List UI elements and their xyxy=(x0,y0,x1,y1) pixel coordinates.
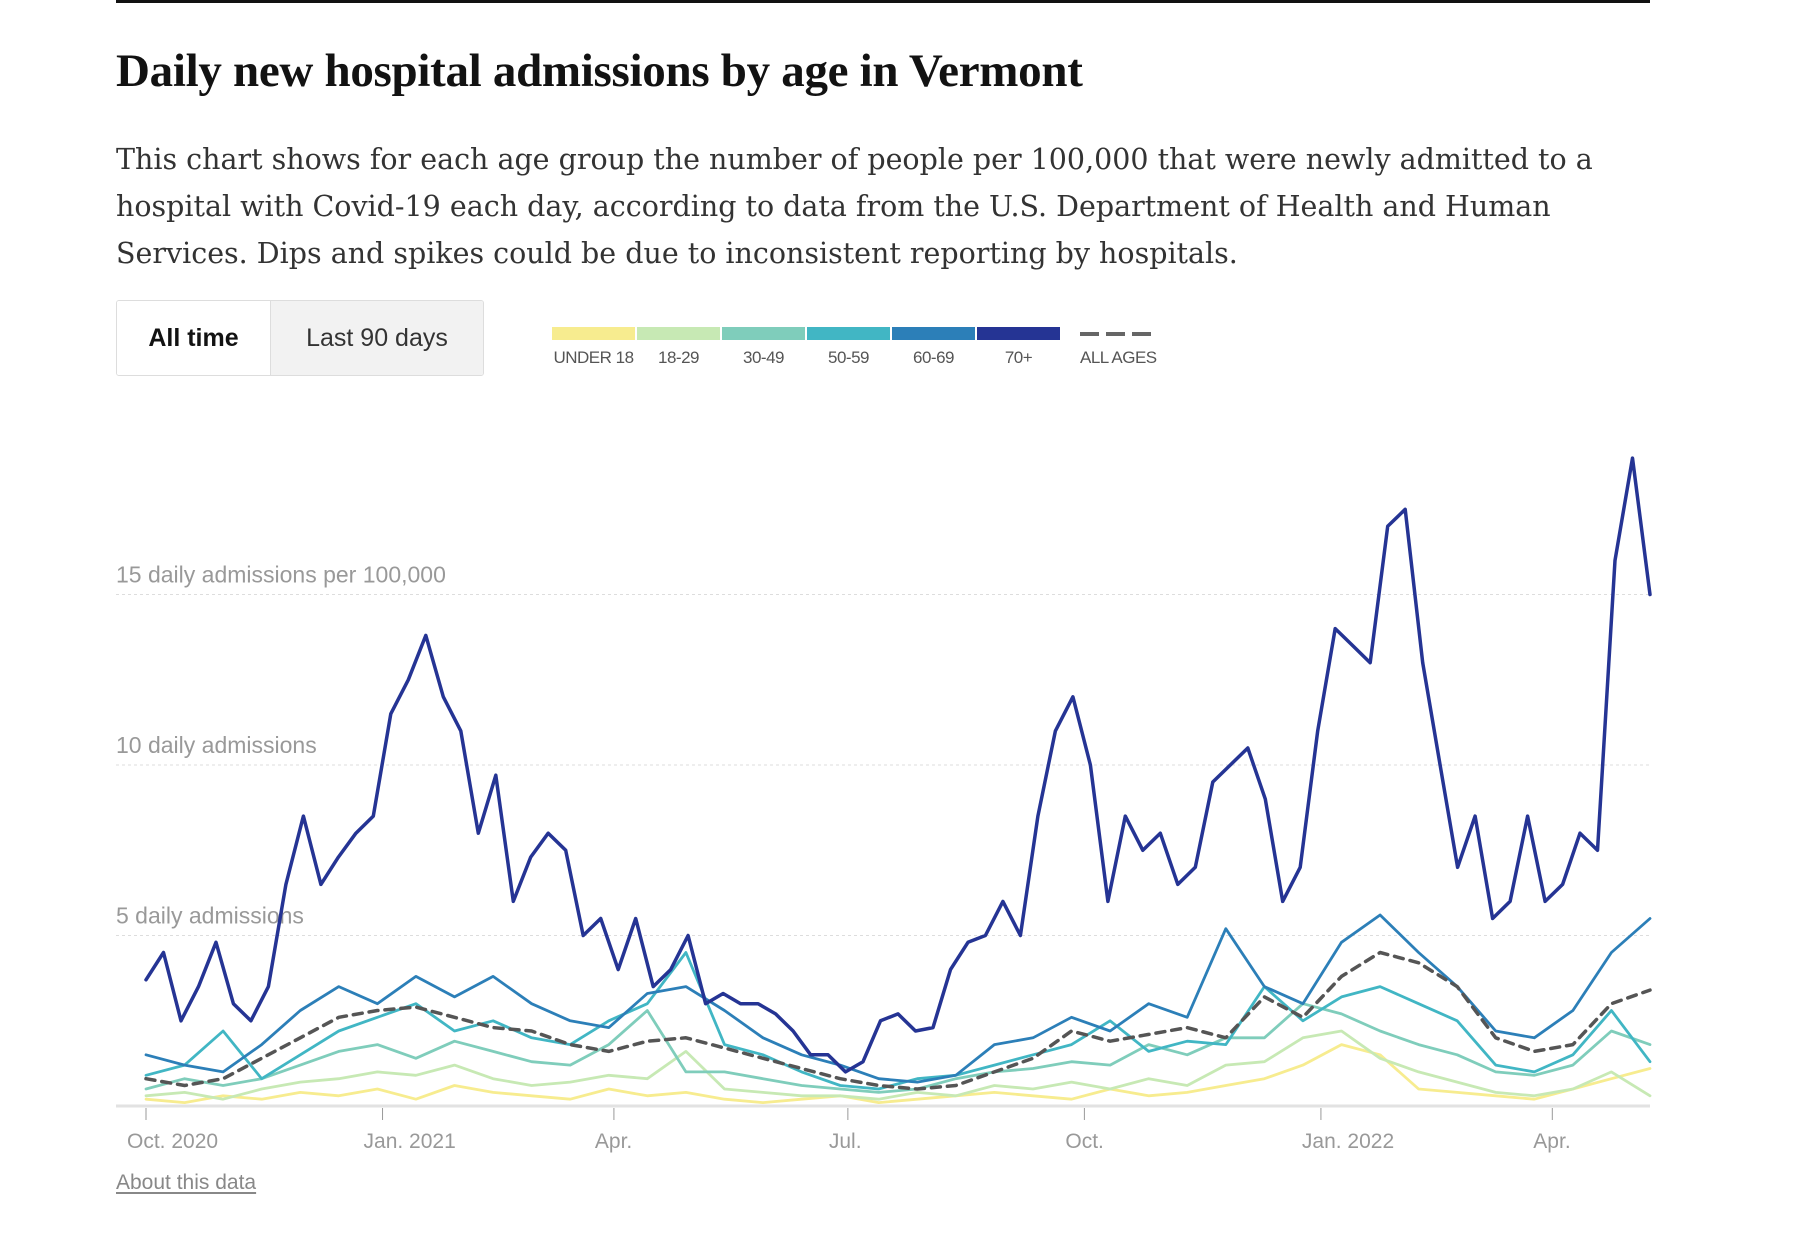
legend-color-swatch xyxy=(892,327,975,340)
x-tick-label: Oct. xyxy=(1065,1130,1104,1153)
x-tick-label: Apr. xyxy=(1533,1130,1570,1153)
time-range-toggle: All time Last 90 days xyxy=(116,300,484,376)
series-line-30-49 xyxy=(144,1002,1652,1094)
x-tick-label: Apr. xyxy=(595,1130,632,1153)
legend-item: UNDER 18 xyxy=(552,327,635,368)
legend-color-swatch xyxy=(977,327,1060,340)
legend-item: 30-49 xyxy=(722,327,805,368)
legend-color-swatch xyxy=(722,327,805,340)
description-line: Services. Dips and spikes could be due t… xyxy=(116,237,1238,270)
legend-label: 70+ xyxy=(1004,348,1033,367)
chart-title: Daily new hospital admissions by age in … xyxy=(116,45,1083,97)
legend-label: UNDER 18 xyxy=(553,348,634,367)
series-line-all-ages xyxy=(144,950,1652,1091)
legend-label: 18-29 xyxy=(658,348,699,367)
legend-item: 70+ xyxy=(977,327,1060,368)
legend-item: 18-29 xyxy=(637,327,720,368)
description-line: hospital with Covid-19 each day, accordi… xyxy=(116,190,1551,223)
legend-item: ALL AGES xyxy=(1062,327,1157,368)
chart-legend: UNDER 18 18-29 30-49 50-59 60-69 70+ ALL AGES xyxy=(552,327,1159,368)
all-time-button[interactable]: All time xyxy=(117,301,271,375)
x-tick-label: Jan. 2022 xyxy=(1302,1130,1394,1153)
y-gridline-label: 10 daily admissions xyxy=(116,732,317,758)
legend-item: 60-69 xyxy=(892,327,975,368)
legend-label: 30-49 xyxy=(743,348,784,367)
legend-label: 60-69 xyxy=(913,348,954,367)
x-tick-label: Jan. 2021 xyxy=(364,1130,456,1153)
last-90-days-button[interactable]: Last 90 days xyxy=(271,301,483,375)
series-line-18-29 xyxy=(144,1029,1652,1101)
series-line-50-59 xyxy=(144,951,1652,1091)
legend-dashed-swatch xyxy=(1080,327,1157,340)
legend-label: ALL AGES xyxy=(1080,348,1157,367)
legend-label: 50-59 xyxy=(828,348,869,367)
top-rule xyxy=(116,0,1650,3)
legend-color-swatch xyxy=(552,327,635,340)
x-tick-label: Jul. xyxy=(829,1130,862,1153)
y-gridline-label: 5 daily admissions xyxy=(116,903,304,929)
series-line-70- xyxy=(144,456,1652,1074)
series-line-under-18 xyxy=(144,1043,1652,1104)
description-line: This chart shows for each age group the … xyxy=(116,143,1593,176)
chart-description: This chart shows for each age group the … xyxy=(116,136,1716,277)
series-line-60-69 xyxy=(144,913,1652,1084)
about-this-data-link[interactable]: About this data xyxy=(116,1171,257,1194)
legend-color-swatch xyxy=(807,327,890,340)
legend-color-swatch xyxy=(637,327,720,340)
y-gridline-label: 15 daily admissions per 100,000 xyxy=(116,562,446,588)
legend-item: 50-59 xyxy=(807,327,890,368)
x-tick-label: Oct. 2020 xyxy=(127,1130,218,1153)
